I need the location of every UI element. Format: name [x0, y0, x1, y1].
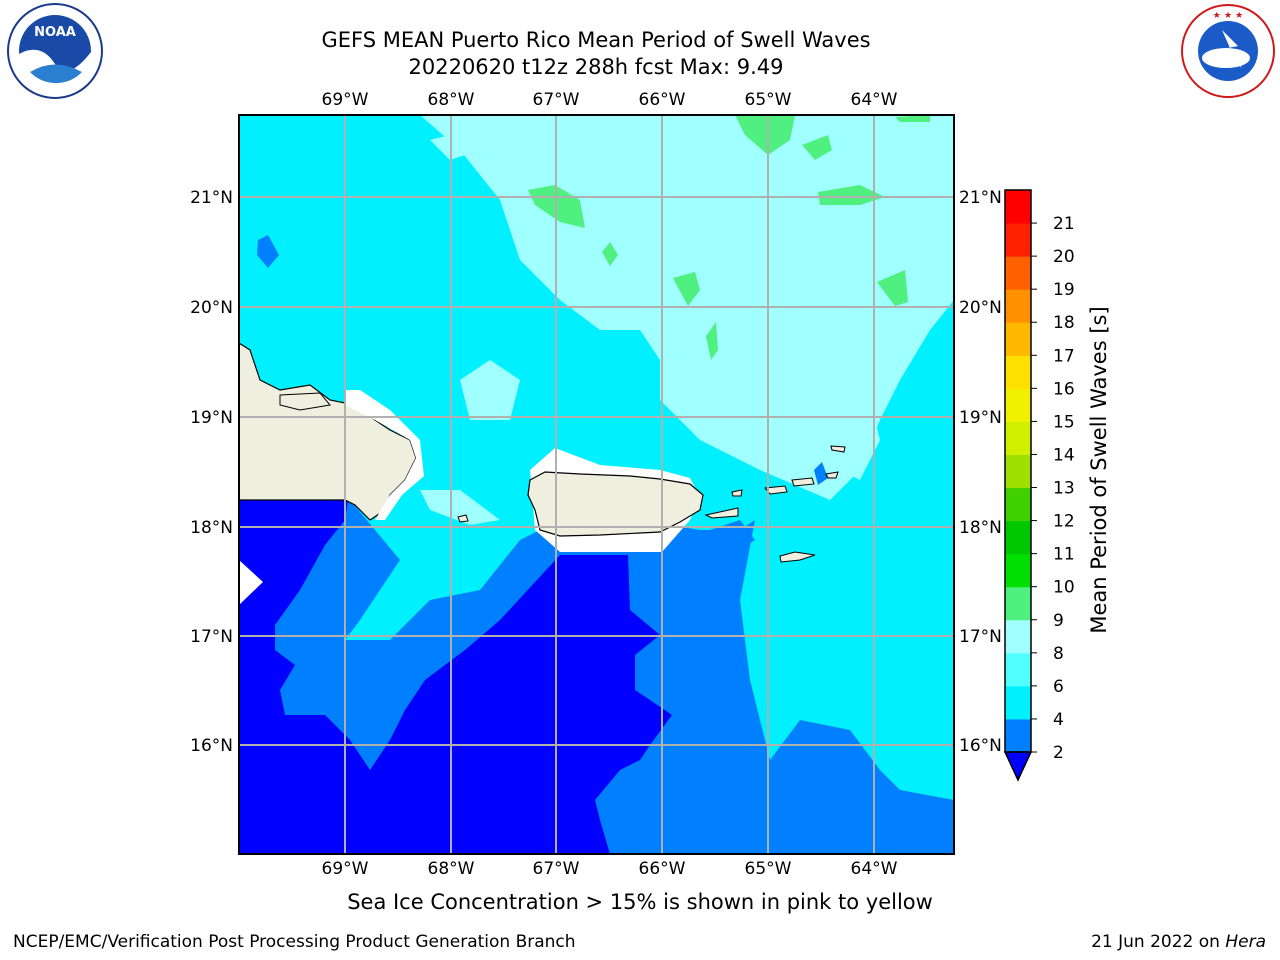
lon-label: 69°W — [322, 90, 369, 110]
footer-date-text: 21 Jun 2022 on — [1091, 932, 1226, 952]
colorbar-label: Mean Period of Swell Waves [s] — [1087, 306, 1111, 633]
colorbar-bin — [1005, 388, 1031, 422]
colorbar-tick-label: 17 — [1053, 346, 1075, 366]
lat-label: 21°N — [190, 188, 233, 208]
lat-label: 19°N — [959, 408, 1002, 428]
colorbar-bin — [1005, 289, 1031, 323]
lon-labels-bottom: 69°W 68°W 67°W 66°W 65°W 64°W — [322, 859, 898, 879]
lon-label: 68°W — [428, 90, 475, 110]
lat-label: 17°N — [190, 627, 233, 647]
colorbar-bin — [1005, 223, 1031, 257]
noaa-logo: NOAA — [7, 3, 103, 99]
colorbar-tick-label: 14 — [1053, 445, 1075, 465]
colorbar-bin — [1005, 487, 1031, 522]
footer-date: 21 Jun 2022 on Hera — [1091, 932, 1266, 952]
lon-label: 69°W — [322, 859, 369, 879]
lon-label: 67°W — [533, 90, 580, 110]
colorbar-tick-label: 20 — [1053, 247, 1075, 267]
colorbar-tick-label: 10 — [1053, 578, 1075, 598]
lon-label: 64°W — [851, 90, 898, 110]
lon-label: 65°W — [745, 90, 792, 110]
colorbar — [1003, 189, 1033, 782]
colorbar-tick-label: 21 — [1053, 214, 1075, 234]
lon-labels-top: 69°W 68°W 67°W 66°W 65°W 64°W — [322, 90, 898, 110]
lon-label: 65°W — [745, 859, 792, 879]
colorbar-bin — [1005, 718, 1031, 753]
lat-label: 18°N — [190, 518, 233, 538]
colorbar-tick-label: 2 — [1053, 743, 1064, 763]
sea-ice-caption-text: Sea Ice Concentration > 15% is shown in … — [347, 890, 933, 914]
colorbar-tick-label: 4 — [1053, 710, 1064, 730]
lat-label: 16°N — [959, 736, 1002, 756]
lon-label: 67°W — [533, 859, 580, 879]
colorbar-bin — [1005, 553, 1031, 588]
colorbar-tick-labels: 2 4 6 8 9 10 11 12 13 14 15 16 17 18 19 20 21 — [1031, 214, 1075, 763]
colorbar-extend-triangle — [1003, 751, 1033, 782]
colorbar-tick-label: 11 — [1053, 545, 1075, 565]
swell-period-field — [239, 115, 954, 854]
colorbar-tick-label: 16 — [1053, 379, 1075, 399]
colorbar-tick-label: 15 — [1053, 412, 1075, 432]
footer-host: Hera — [1225, 932, 1266, 952]
lat-labels-left: 21°N 20°N 19°N 18°N 17°N 16°N — [190, 188, 233, 756]
colorbar-bin — [1005, 586, 1031, 621]
lat-label: 20°N — [959, 298, 1002, 318]
map-frame — [238, 114, 955, 855]
sea-ice-caption: Sea Ice Concentration > 15% is shown in … — [0, 890, 1280, 914]
lat-label: 16°N — [190, 736, 233, 756]
colorbar-bin — [1005, 421, 1031, 455]
colorbar-frame — [1004, 189, 1032, 753]
lon-label: 64°W — [851, 859, 898, 879]
colorbar-tick-label: 12 — [1053, 512, 1075, 532]
colorbar-bin — [1005, 322, 1031, 356]
colorbar-tick-label: 8 — [1053, 644, 1064, 664]
lat-label: 18°N — [959, 518, 1002, 538]
lat-label: 19°N — [190, 408, 233, 428]
colorbar-bin — [1005, 256, 1031, 290]
colorbar-tick-label: 13 — [1053, 479, 1075, 499]
lat-label: 20°N — [190, 298, 233, 318]
colorbar-tick-label: 18 — [1053, 313, 1075, 333]
colorbar-bin — [1005, 685, 1031, 720]
colorbar-bin — [1005, 652, 1031, 687]
chart-subtitle: 20220620 t12z 288h fcst Max: 9.49 — [408, 55, 784, 79]
lat-labels-right: 21°N 20°N 19°N 18°N 17°N 16°N — [959, 188, 1002, 756]
colorbar-bin — [1005, 520, 1031, 555]
noaa-logo-text: NOAA — [34, 25, 76, 40]
lon-label: 68°W — [428, 859, 475, 879]
svg-text:★ ★ ★: ★ ★ ★ — [1213, 11, 1243, 21]
colorbar-bin — [1005, 355, 1031, 389]
colorbar-bin — [1005, 619, 1031, 654]
lat-label: 17°N — [959, 627, 1002, 647]
map-gridlines — [239, 115, 954, 854]
colorbar-bin — [1005, 454, 1031, 489]
colorbar-bin — [1005, 190, 1031, 224]
colorbar-tick-label: 6 — [1053, 677, 1064, 697]
colorbar-tick-label: 9 — [1053, 611, 1064, 631]
lat-label: 21°N — [959, 188, 1002, 208]
colorbar-tick-label: 19 — [1053, 280, 1075, 300]
nws-logo: ★ ★ ★ — [1181, 4, 1275, 98]
footer-credit: NCEP/EMC/Verification Post Processing Pr… — [13, 932, 576, 952]
chart-title: GEFS MEAN Puerto Rico Mean Period of Swe… — [321, 28, 871, 52]
lon-label: 66°W — [639, 859, 686, 879]
lon-label: 66°W — [639, 90, 686, 110]
